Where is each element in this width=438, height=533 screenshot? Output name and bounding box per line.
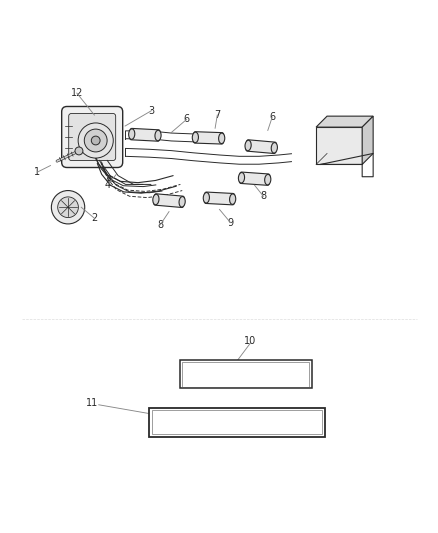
Ellipse shape [192, 132, 198, 143]
Polygon shape [361, 116, 372, 165]
Text: DIESEL FUEL ONLY: DIESEL FUEL ONLY [198, 369, 293, 379]
Ellipse shape [271, 142, 277, 153]
Ellipse shape [218, 133, 224, 143]
Ellipse shape [264, 174, 270, 185]
Text: 8: 8 [260, 191, 266, 201]
FancyBboxPatch shape [153, 194, 184, 207]
Circle shape [51, 191, 85, 224]
Circle shape [91, 136, 100, 145]
Circle shape [78, 123, 113, 158]
FancyBboxPatch shape [204, 192, 234, 205]
Text: 10: 10 [244, 336, 256, 346]
FancyBboxPatch shape [180, 360, 311, 389]
Ellipse shape [152, 194, 159, 205]
FancyBboxPatch shape [149, 408, 324, 437]
Ellipse shape [238, 173, 244, 183]
Ellipse shape [179, 197, 185, 207]
Circle shape [75, 147, 83, 155]
FancyBboxPatch shape [193, 132, 223, 144]
Text: 3: 3 [148, 106, 154, 116]
Ellipse shape [155, 130, 161, 141]
Text: 9: 9 [227, 217, 233, 228]
FancyBboxPatch shape [61, 107, 122, 167]
Text: 8: 8 [157, 220, 163, 230]
Text: 7: 7 [214, 110, 220, 120]
Text: 6: 6 [183, 115, 189, 124]
Text: 1: 1 [34, 167, 40, 177]
Ellipse shape [203, 192, 209, 203]
FancyBboxPatch shape [315, 127, 361, 165]
Text: 12: 12 [71, 88, 83, 98]
Text: 4: 4 [104, 180, 110, 190]
Ellipse shape [244, 140, 251, 151]
Circle shape [84, 129, 107, 152]
FancyBboxPatch shape [239, 172, 269, 185]
FancyBboxPatch shape [68, 114, 116, 160]
Ellipse shape [128, 129, 134, 139]
Polygon shape [315, 116, 372, 127]
Text: 6: 6 [268, 112, 275, 122]
FancyBboxPatch shape [130, 128, 159, 141]
Circle shape [57, 197, 78, 217]
Ellipse shape [229, 194, 235, 205]
FancyBboxPatch shape [245, 140, 276, 154]
Text: 2: 2 [91, 213, 97, 223]
Text: UNLEADED GASOLINE ONLY: UNLEADED GASOLINE ONLY [171, 417, 302, 427]
Text: 11: 11 [86, 398, 98, 408]
